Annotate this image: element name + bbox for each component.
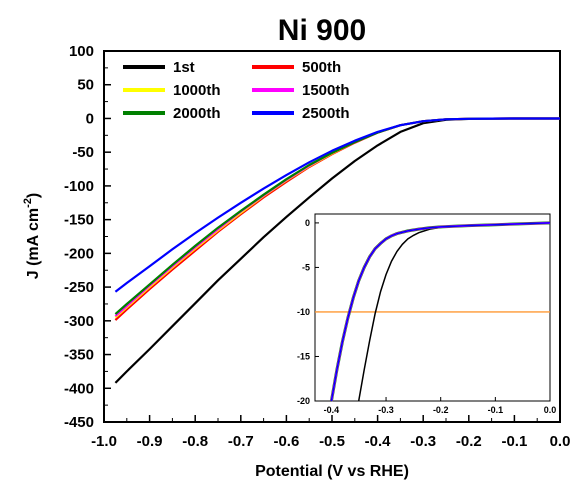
inset-x-tick-label: 0.0 (544, 405, 557, 415)
inset-x-tick-label: -0.4 (324, 405, 340, 415)
y-tick-label: 50 (77, 77, 94, 94)
y-tick-label: -250 (64, 279, 94, 296)
x-tick-label: -0.3 (410, 433, 436, 450)
y-tick-label: 100 (69, 43, 94, 60)
y-tick-label: -150 (64, 212, 94, 229)
y-tick-label: -50 (72, 144, 94, 161)
inset-x-tick-label: -0.2 (433, 405, 449, 415)
x-tick-label: 0.0 (550, 433, 571, 450)
inset-chart: -0.4 -0.3 -0.2 -0.1 0.0 0 -5 -10 -15 -20 (297, 213, 556, 415)
inset-axes: -0.4 -0.3 -0.2 -0.1 0.0 0 -5 -10 -15 -20 (297, 218, 556, 415)
inset-y-tick-label: -5 (302, 262, 310, 272)
x-tick-label: -0.5 (319, 433, 345, 450)
x-tick-label: -0.6 (273, 433, 299, 450)
inset-series-layer (315, 221, 551, 402)
y-tick-label: -200 (64, 245, 94, 262)
series-line-2500th (114, 117, 560, 293)
legend-label-1000th: 1000th (173, 82, 221, 99)
x-tick-label: -0.4 (365, 433, 392, 450)
legend-label-500th: 500th (302, 59, 341, 76)
inset-series-cycled (330, 222, 551, 402)
inset-x-tick-label: -0.3 (378, 405, 394, 415)
x-tick-label: -0.8 (182, 433, 208, 450)
y-axis-label-tail: ) (25, 193, 42, 198)
y-tick-label: -300 (64, 313, 94, 330)
x-tick-label: -0.2 (456, 433, 482, 450)
series-layer (114, 117, 560, 384)
x-axis: -1.0 -0.9 -0.8 -0.7 -0.6 -0.5 -0.4 -0.3 -0.2 -0.1… (91, 415, 570, 450)
inset-x-tick-label: -0.1 (488, 405, 504, 415)
inset-y-tick-label: 0 (305, 218, 310, 228)
y-tick-label: -450 (64, 414, 94, 431)
y-axis: 100 50 0 -50 -100 -150 -200 -250 -300 -350 -400 -45… (64, 43, 111, 431)
legend-label-2000th: 2000th (173, 105, 221, 122)
y-tick-label: 0 (86, 110, 94, 127)
legend-label-2500th: 2500th (302, 105, 350, 122)
legend-label-1500th: 1500th (302, 82, 350, 99)
legend: 1st 500th 1000th 1500th 2000th 2500th (123, 59, 350, 122)
x-tick-label: -0.7 (228, 433, 254, 450)
inset-y-tick-label: -15 (297, 351, 310, 361)
chart-title: Ni 900 (278, 14, 366, 47)
y-tick-label: -400 (64, 380, 94, 397)
inset-plot-area (314, 213, 551, 402)
y-tick-label: -100 (64, 178, 94, 195)
y-axis-label: J (mA cm-2) (22, 193, 42, 280)
inset-y-tick-label: -20 (297, 396, 310, 406)
legend-label-1st: 1st (173, 59, 195, 76)
y-tick-label: -350 (64, 347, 94, 364)
x-tick-label: -0.1 (501, 433, 527, 450)
inset-y-tick-label: -10 (297, 307, 310, 317)
x-tick-label: -0.9 (137, 433, 163, 450)
x-tick-label: -1.0 (91, 433, 117, 450)
y-axis-label-main: J (mA cm (25, 208, 42, 279)
x-axis-label: Potential (V vs RHE) (255, 463, 409, 480)
y-axis-label-superscript: -2 (22, 198, 34, 208)
